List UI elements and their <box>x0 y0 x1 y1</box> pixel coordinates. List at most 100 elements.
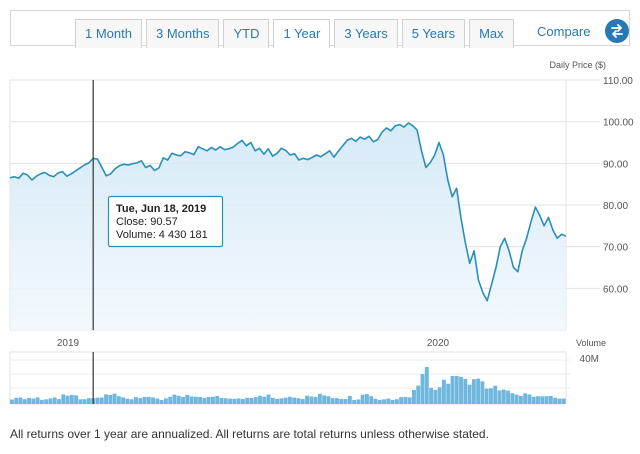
volume-bar <box>219 398 224 404</box>
volume-bar <box>14 397 19 404</box>
volume-bar <box>540 396 545 404</box>
volume-bar <box>48 398 53 404</box>
y-axis-label: Daily Price ($) <box>549 60 606 70</box>
volume-bar <box>283 397 288 404</box>
tab-1-year[interactable]: 1 Year <box>273 19 331 48</box>
price-chart[interactable]: 110.00 100.00 90.00 80.00 70.00 60.00 Daily Pr… <box>0 50 640 420</box>
volume-bar <box>480 381 485 404</box>
volume-bar <box>369 396 374 404</box>
volume-bar <box>223 398 228 404</box>
volume-bar <box>10 399 14 404</box>
tab-1-month[interactable]: 1 Month <box>75 19 142 48</box>
volume-bar <box>198 396 203 404</box>
volume-bar <box>211 396 215 404</box>
volume-bar <box>412 389 416 404</box>
volume-bar <box>232 398 237 404</box>
tooltip-box <box>107 195 224 248</box>
volume-bar <box>330 398 335 404</box>
volume-bar <box>514 394 519 404</box>
volume-bar <box>510 393 515 404</box>
volume-bar <box>31 398 36 404</box>
volume-bar <box>382 399 386 404</box>
volume-bar <box>245 397 250 404</box>
tab-5-years[interactable]: 5 Years <box>401 19 466 48</box>
y-tick-label: 100.00 <box>603 118 634 129</box>
volume-bar <box>305 395 309 404</box>
volume-bar <box>57 399 61 404</box>
volume-bar <box>403 396 408 404</box>
volume-bar <box>159 399 164 404</box>
volume-bar <box>360 394 365 404</box>
volume-bar <box>484 388 489 404</box>
volume-bar <box>27 397 31 404</box>
volume-bar <box>22 399 27 404</box>
volume-bar <box>313 396 318 404</box>
volume-bar <box>193 396 198 404</box>
volume-bar <box>270 397 275 404</box>
volume-bar <box>459 376 463 404</box>
volume-bar <box>228 398 232 404</box>
volume-bar <box>471 379 476 404</box>
period-tabs: 1 Month 3 Months YTD 1 Year 3 Years 5 Years Ma… <box>75 19 518 48</box>
volume-tick-label: 40M <box>580 354 599 365</box>
volume-bar <box>493 385 498 404</box>
swap-arrows-icon[interactable] <box>605 19 629 43</box>
volume-bar <box>352 399 357 404</box>
volume-bar <box>394 399 399 404</box>
volume-bar <box>138 398 143 404</box>
volume-bar <box>18 397 23 404</box>
volume-bar <box>163 398 168 404</box>
x-tick-label: 2019 <box>57 338 80 349</box>
volume-bar <box>377 399 382 404</box>
volume-bar <box>279 398 284 404</box>
volume-bar <box>527 394 532 404</box>
y-tick-label: 90.00 <box>603 159 628 170</box>
volume-bar <box>176 395 181 404</box>
volume-bar <box>501 389 506 404</box>
volume-bar <box>531 396 536 404</box>
volume-bar <box>52 397 57 404</box>
volume-bar <box>343 399 348 404</box>
volume-bar <box>467 384 472 404</box>
volume-bar <box>61 394 66 404</box>
volume-bar <box>322 395 327 404</box>
volume-bar <box>424 366 429 404</box>
volume-bar <box>155 398 160 404</box>
price-line <box>9 122 567 302</box>
volume-bar <box>489 388 493 404</box>
compare-link[interactable]: Compare <box>537 24 591 39</box>
tab-3-years[interactable]: 3 Years <box>334 19 398 48</box>
volume-bar <box>390 399 395 404</box>
tab-3-months[interactable]: 3 Months <box>145 19 220 48</box>
volume-bar <box>356 399 361 404</box>
volume-bar <box>437 387 442 404</box>
volume-bar <box>35 397 40 404</box>
y-tick-label: 70.00 <box>603 243 628 254</box>
volume-bar <box>44 399 49 404</box>
volume-bar <box>99 397 104 404</box>
volume-bar <box>129 399 134 404</box>
volume-bar <box>309 396 314 404</box>
tooltip-volume: Volume: 4 430 181 <box>116 229 208 241</box>
volume-bar <box>523 393 528 404</box>
tab-max[interactable]: Max <box>469 19 514 48</box>
volume-bar <box>450 375 455 404</box>
volume-bar <box>364 394 369 404</box>
volume-bar <box>95 397 100 404</box>
volume-bar <box>206 396 211 404</box>
tab-ytd[interactable]: YTD <box>223 19 270 48</box>
tooltip-close: Close: 90.57 <box>116 216 178 228</box>
volume-bar <box>548 395 553 404</box>
volume-bar <box>335 398 339 404</box>
volume-bar <box>326 396 331 404</box>
volume-bar <box>146 396 151 404</box>
volume-bar <box>65 395 70 404</box>
volume-bar <box>108 394 113 404</box>
volume-bar <box>386 398 391 404</box>
volume-bar <box>433 389 438 404</box>
volume-bar <box>74 395 79 404</box>
volume-bar <box>536 396 540 404</box>
volume-bar <box>416 385 421 404</box>
volume-bar <box>266 394 271 404</box>
volume-bar <box>168 396 173 404</box>
